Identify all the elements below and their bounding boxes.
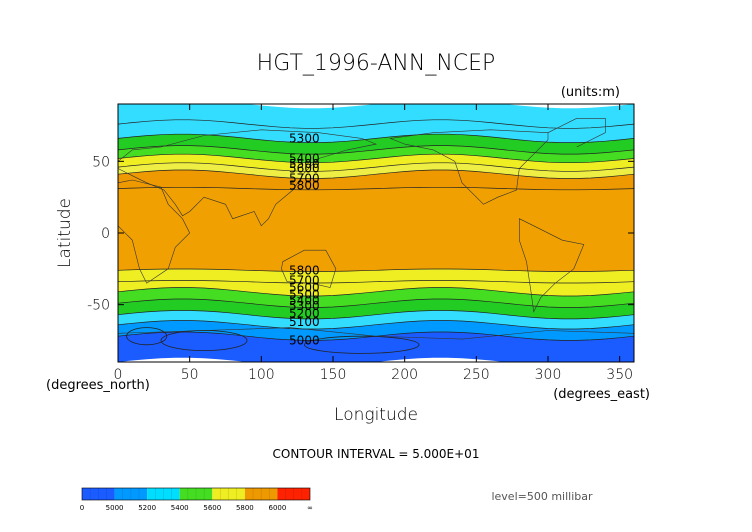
contour-label: 5400 bbox=[289, 151, 320, 165]
contour-label: 5400 bbox=[289, 293, 320, 307]
contour-label: 5300 bbox=[289, 299, 320, 313]
colorbar-swatch bbox=[212, 488, 245, 500]
contour-line bbox=[303, 335, 420, 354]
colorbar-tick-labels: 0 5000 5200 5400 5600 5800 6000 ∞ bbox=[80, 504, 313, 512]
contour-label: 5700 bbox=[289, 273, 320, 287]
y-axis-ticks: 50 0 -50 bbox=[87, 154, 634, 314]
x-tick-label: 150 bbox=[320, 367, 347, 383]
contour-label: 5500 bbox=[289, 288, 320, 302]
y-tick-label: -50 bbox=[87, 298, 110, 314]
x-tick-label: 350 bbox=[606, 367, 633, 383]
x-tick-label: 250 bbox=[463, 367, 490, 383]
x-tick-label: 300 bbox=[535, 367, 562, 383]
color-band bbox=[118, 162, 634, 179]
y-axis-label: Latitude bbox=[55, 198, 75, 268]
coastline bbox=[117, 327, 635, 340]
contour-line bbox=[117, 145, 635, 155]
color-band bbox=[118, 104, 634, 129]
colorbar-tick-label: 6000 bbox=[269, 504, 287, 512]
colorbar-tick-label: 5800 bbox=[236, 504, 254, 512]
colorbar-swatch bbox=[82, 488, 115, 500]
x-unit-label: (degrees_east) bbox=[553, 387, 650, 402]
contour-line bbox=[117, 153, 635, 164]
contour-label: 5600 bbox=[289, 162, 320, 176]
color-band bbox=[118, 320, 634, 341]
coastline bbox=[547, 118, 606, 148]
coastlines bbox=[117, 118, 635, 340]
contour-line bbox=[117, 186, 635, 191]
contour-labels: 5300540055005600570058005800570056005500… bbox=[289, 131, 320, 347]
colorbar-tick-label: 5000 bbox=[106, 504, 124, 512]
contour-label: 5200 bbox=[289, 306, 320, 320]
x-tick-label: 100 bbox=[248, 367, 275, 383]
colorbar bbox=[81, 487, 311, 501]
contour-line bbox=[117, 119, 635, 129]
x-tick-label: 200 bbox=[391, 367, 418, 383]
color-band bbox=[118, 299, 634, 319]
units-label: (units:m) bbox=[561, 85, 620, 100]
color-bands bbox=[118, 104, 634, 362]
color-band bbox=[118, 119, 634, 143]
contour-label: 5500 bbox=[289, 157, 320, 171]
coastline bbox=[117, 179, 191, 284]
color-band bbox=[118, 187, 634, 272]
color-band bbox=[118, 280, 634, 296]
y-tick-label: 0 bbox=[101, 226, 110, 242]
coastline bbox=[519, 218, 585, 313]
x-tick-label: 0 bbox=[114, 367, 123, 383]
contour-label: 5600 bbox=[289, 280, 320, 294]
contour-line bbox=[117, 310, 635, 320]
colorbar-tick-label: 5400 bbox=[171, 504, 189, 512]
contour-label: 5000 bbox=[289, 334, 320, 348]
color-band bbox=[118, 170, 634, 190]
contour-interval-text: CONTOUR INTERVAL = 5.000E+01 bbox=[273, 447, 480, 461]
contour-label: 5700 bbox=[289, 172, 320, 186]
colorbar-swatch bbox=[114, 488, 148, 500]
contour-line bbox=[117, 287, 635, 297]
contour-line bbox=[117, 169, 635, 179]
colorbar-tick-label: 0 bbox=[80, 504, 84, 512]
chart-title: HGT_1996-ANN_NCEP bbox=[257, 51, 496, 76]
colorbar-swatch bbox=[179, 488, 213, 500]
colorbar-swatch bbox=[147, 488, 180, 500]
contour-line bbox=[117, 280, 635, 284]
contour-label: 5300 bbox=[289, 131, 320, 145]
x-axis-ticks: 0 50 100 150 200 250 300 350 bbox=[114, 104, 633, 383]
contour-line bbox=[117, 298, 635, 308]
x-tick-label: 50 bbox=[181, 367, 199, 383]
colorbar-tick-label: 5200 bbox=[138, 504, 156, 512]
colorbar-frame bbox=[81, 487, 311, 501]
contour-line bbox=[117, 268, 635, 272]
coastline bbox=[281, 249, 337, 288]
contour-label: 5800 bbox=[289, 263, 320, 277]
x-axis-label: Longitude bbox=[334, 405, 418, 425]
colorbar-swatch bbox=[244, 488, 278, 500]
colorbar-tick-label: 5600 bbox=[203, 504, 221, 512]
contour-line bbox=[117, 162, 635, 172]
y-tick-label: 50 bbox=[92, 154, 110, 170]
contour-line bbox=[126, 327, 168, 346]
colorbar-swatch bbox=[277, 488, 310, 500]
contour-line bbox=[117, 133, 635, 143]
level-text: level=500 millibar bbox=[491, 490, 593, 503]
coastline bbox=[389, 129, 549, 205]
coastline bbox=[117, 129, 378, 227]
y-unit-label: (degrees_north) bbox=[46, 378, 150, 393]
contour-label: 5100 bbox=[289, 315, 320, 329]
color-band bbox=[118, 269, 634, 283]
contour-label: 5800 bbox=[289, 179, 320, 193]
contour-line bbox=[117, 320, 635, 330]
colorbar-tick-label: ∞ bbox=[307, 504, 313, 512]
color-band bbox=[118, 287, 634, 308]
